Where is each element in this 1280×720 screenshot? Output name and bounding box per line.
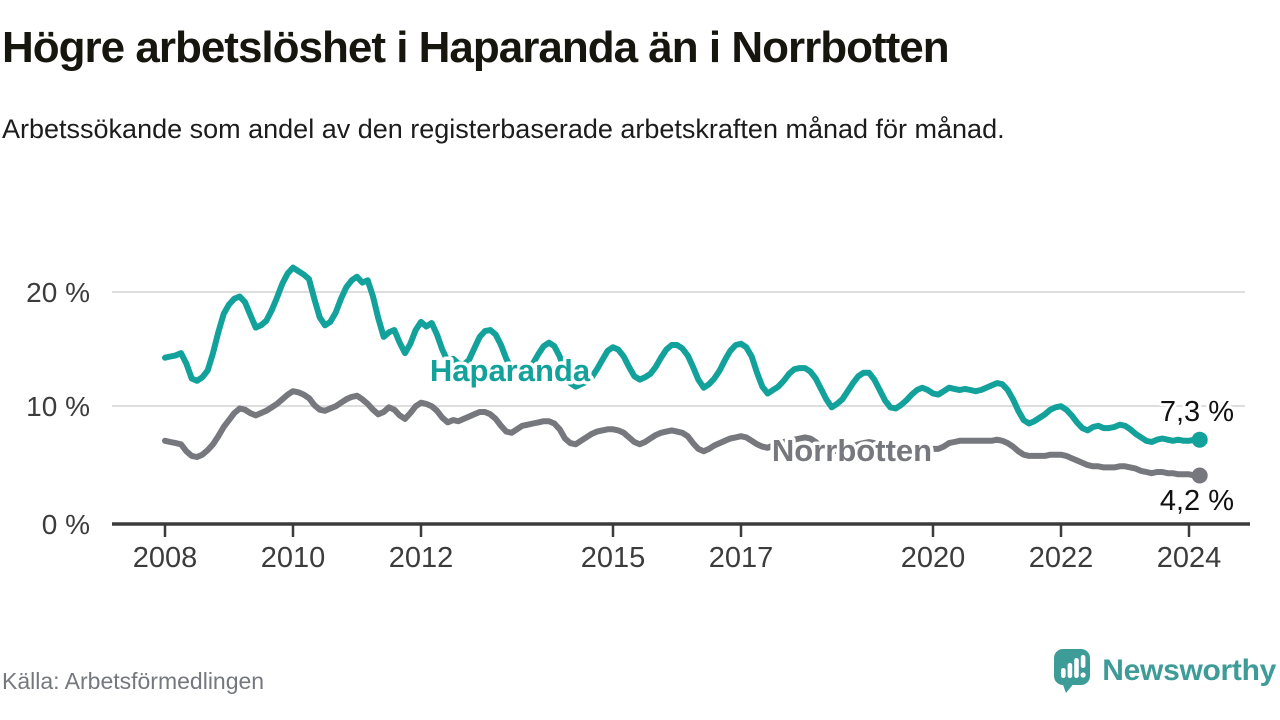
norrbotten-end-dot <box>1191 467 1208 484</box>
x-tick-label: 2022 <box>1029 542 1094 574</box>
x-tick-label: 2024 <box>1157 542 1222 574</box>
x-tick-label: 2012 <box>389 542 454 574</box>
page-title: Högre arbetslöshet i Haparanda än i Norr… <box>2 23 950 72</box>
norrbotten-end-value-label: 4,2 % <box>1160 485 1234 517</box>
y-tick-label-20: 20 % <box>26 277 90 308</box>
newsworthy-brand: Newsworthy <box>1053 648 1276 694</box>
norrbotten-line <box>162 388 1203 479</box>
x-tick-label: 2015 <box>581 542 646 574</box>
page-subtitle: Arbetssökande som andel av den registerb… <box>2 114 1005 144</box>
haparanda-line <box>162 264 1203 445</box>
norrbotten-series-label: Norrbotten <box>772 433 932 468</box>
x-tick-label: 2008 <box>133 542 198 574</box>
x-tick-label: 2010 <box>261 542 326 574</box>
source-note: Källa: Arbetsförmedlingen <box>2 668 265 694</box>
newsworthy-logo-icon <box>1054 649 1091 693</box>
newsworthy-wordmark: Newsworthy <box>1102 654 1276 687</box>
haparanda-end-dot <box>1191 431 1208 448</box>
x-tick-label: 2020 <box>901 542 966 574</box>
y-tick-label-0: 0 % <box>42 509 90 540</box>
haparanda-end-value-label: 7,3 % <box>1160 396 1234 428</box>
y-tick-label-10: 10 % <box>26 391 90 422</box>
haparanda-series-label: Haparanda <box>430 353 591 388</box>
x-tick-label: 2017 <box>709 542 774 574</box>
x-axis-ticks: 2008 2010 2012 2015 2017 2020 2022 2024 <box>133 525 1222 574</box>
